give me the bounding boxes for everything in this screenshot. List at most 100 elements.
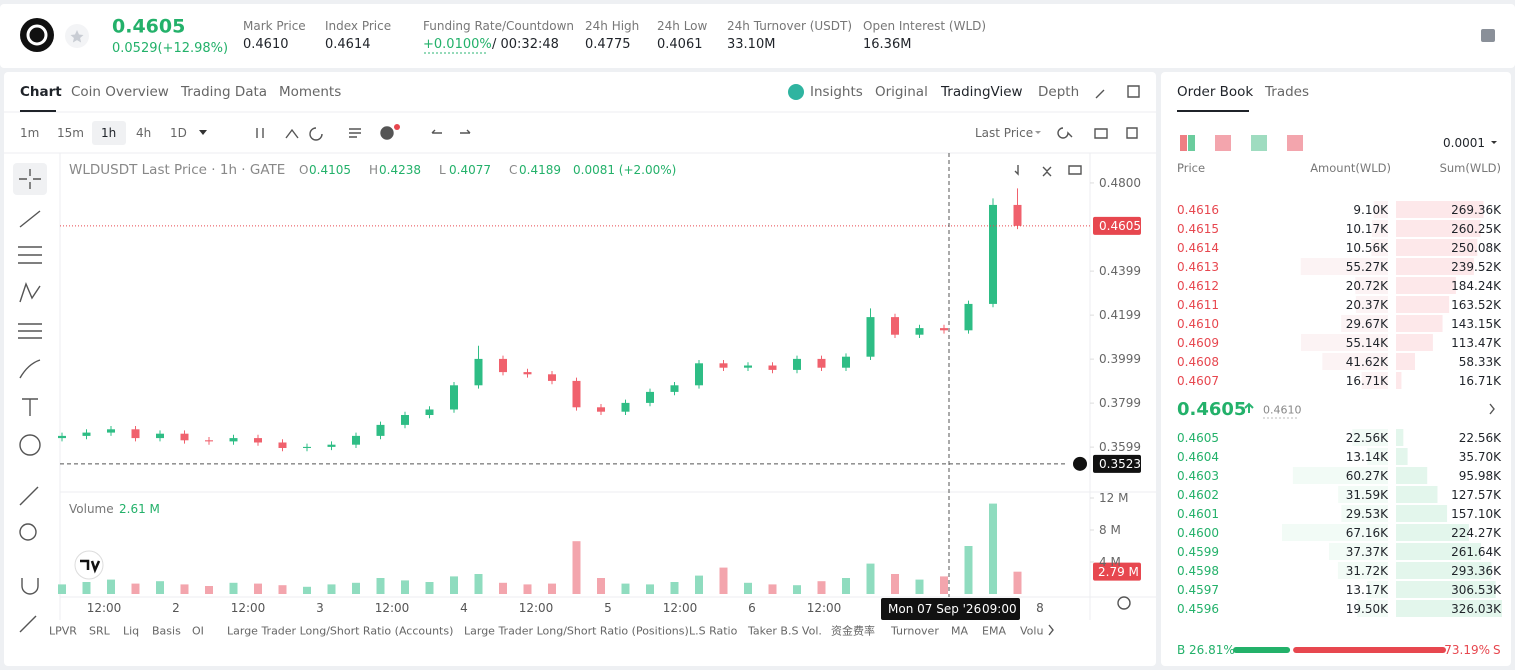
book-sum: 224.27K (1451, 525, 1501, 540)
book-price: 0.4599 (1177, 544, 1219, 559)
interval[interactable]: 1D (170, 125, 187, 140)
price-source[interactable]: Last Price (975, 125, 1034, 140)
volume-bar (548, 583, 556, 594)
book-price: 0.4613 (1177, 259, 1219, 274)
stat-value: +0.0100% (423, 37, 492, 53)
note-icon[interactable] (1481, 29, 1495, 42)
volume-bar (376, 578, 385, 594)
book-amount: 55.27K (1345, 259, 1388, 274)
book-amount: 13.14K (1345, 449, 1388, 464)
volume-bar (499, 582, 507, 594)
y-tick-label: 0.4399 (1099, 263, 1141, 278)
book-amount: 31.59K (1345, 487, 1388, 502)
candle-body (450, 385, 458, 410)
depth-bar (1396, 334, 1433, 351)
volume-bar (768, 584, 777, 594)
amount-bar (1352, 429, 1388, 446)
book-sum: 326.03K (1451, 601, 1501, 616)
candle-body (229, 438, 238, 442)
legend-value: 0.4077 (449, 162, 491, 177)
book-amount: 31.72K (1345, 563, 1388, 578)
view-tab[interactable]: Insights (810, 83, 863, 100)
book-price: 0.4608 (1177, 354, 1219, 369)
candle-body (82, 432, 91, 436)
stat-label: 24h Turnover (USDT) (727, 18, 853, 33)
view-tab[interactable]: Original (875, 83, 928, 100)
candle-body (107, 429, 115, 433)
volume-current-label: 2.79 M (1098, 564, 1139, 579)
column-header: Amount(WLD) (1310, 161, 1391, 176)
candle-body (940, 328, 948, 331)
view-tab[interactable]: Depth (1038, 83, 1080, 100)
sell-ratio-bar (1293, 647, 1446, 653)
indicator[interactable]: MA (951, 624, 969, 638)
candle-body (597, 407, 605, 412)
book-price: 0.4597 (1177, 582, 1219, 597)
volume-bar (964, 546, 973, 594)
volume-bar (842, 578, 850, 594)
amount-bar (1371, 220, 1388, 237)
depth-bar (1396, 524, 1469, 541)
precision[interactable]: 0.0001 (1443, 135, 1485, 150)
candle-body (180, 433, 189, 441)
candle-body (989, 204, 997, 304)
buy-ratio-bar (1233, 647, 1291, 653)
amount-bar (1367, 581, 1388, 598)
indicator[interactable]: Turnover (891, 624, 939, 638)
indicator[interactable]: Volu (1020, 624, 1044, 638)
column-header: Sum(WLD) (1439, 161, 1501, 176)
indicator[interactable]: 资金费率 (831, 624, 875, 638)
volume-tick-label: 12 M (1099, 490, 1129, 505)
book-amount: 29.67K (1345, 316, 1388, 331)
amount-bar (1357, 600, 1388, 617)
tab[interactable]: Moments (279, 83, 342, 100)
depth-bar (1396, 505, 1448, 522)
mid-price: 0.4605 (1177, 399, 1247, 421)
book-price: 0.4615 (1177, 221, 1219, 236)
last-price-box (1093, 216, 1141, 235)
volume-bar (474, 574, 483, 594)
crosshair-time-box (881, 598, 1020, 620)
indicator[interactable]: EMA (982, 624, 1006, 638)
depth-bar (1396, 600, 1502, 617)
book-price: 0.4611 (1177, 297, 1219, 312)
candle-body (156, 433, 164, 439)
volume-bar (82, 582, 91, 594)
interval[interactable]: 4h (136, 125, 152, 140)
tab[interactable]: Chart (20, 83, 62, 100)
stat-label: 24h Low (657, 18, 708, 33)
tab[interactable]: Coin Overview (71, 83, 169, 100)
indicator[interactable]: Basis (152, 624, 181, 638)
tab[interactable]: Trades (1265, 83, 1309, 100)
amount-bar (1355, 277, 1388, 294)
x-tick-label: 12:00 (806, 600, 842, 615)
indicator[interactable]: Liq (123, 624, 140, 638)
interval[interactable]: 1h (101, 125, 117, 140)
indicator[interactable]: LPVR (49, 624, 77, 638)
book-sum: 58.33K (1458, 354, 1501, 369)
stat-value: / 00:32:48 (492, 37, 559, 53)
book-sum: 35.70K (1458, 449, 1501, 464)
indicator[interactable]: Taker B.S Vol. (748, 624, 822, 638)
interval[interactable]: 1m (20, 125, 40, 140)
indicator[interactable]: Large Trader Long/Short Ratio (Accounts) (227, 624, 454, 638)
interval[interactable]: 15m (57, 125, 84, 140)
volume-bar (744, 582, 752, 594)
volume-bar (156, 581, 164, 594)
legend-key: L (439, 162, 446, 177)
volume-bar (866, 563, 875, 594)
indicator[interactable]: OI (192, 624, 204, 638)
volume-bar (180, 584, 189, 594)
indicator[interactable]: L.S Ratio (689, 624, 738, 638)
book-sum: 184.24K (1451, 278, 1501, 293)
legend-key: C (509, 162, 518, 177)
indicator[interactable]: Large Trader Long/Short Ratio (Positions… (464, 624, 689, 638)
candle-body (548, 374, 556, 381)
tab[interactable]: Trading Data (181, 83, 268, 100)
book-amount: 37.37K (1345, 544, 1388, 559)
candle-body (744, 365, 752, 368)
tab[interactable]: Order Book (1177, 83, 1254, 100)
candle-body (499, 358, 507, 373)
view-tab[interactable]: TradingView (941, 83, 1023, 100)
indicator[interactable]: SRL (89, 624, 110, 638)
